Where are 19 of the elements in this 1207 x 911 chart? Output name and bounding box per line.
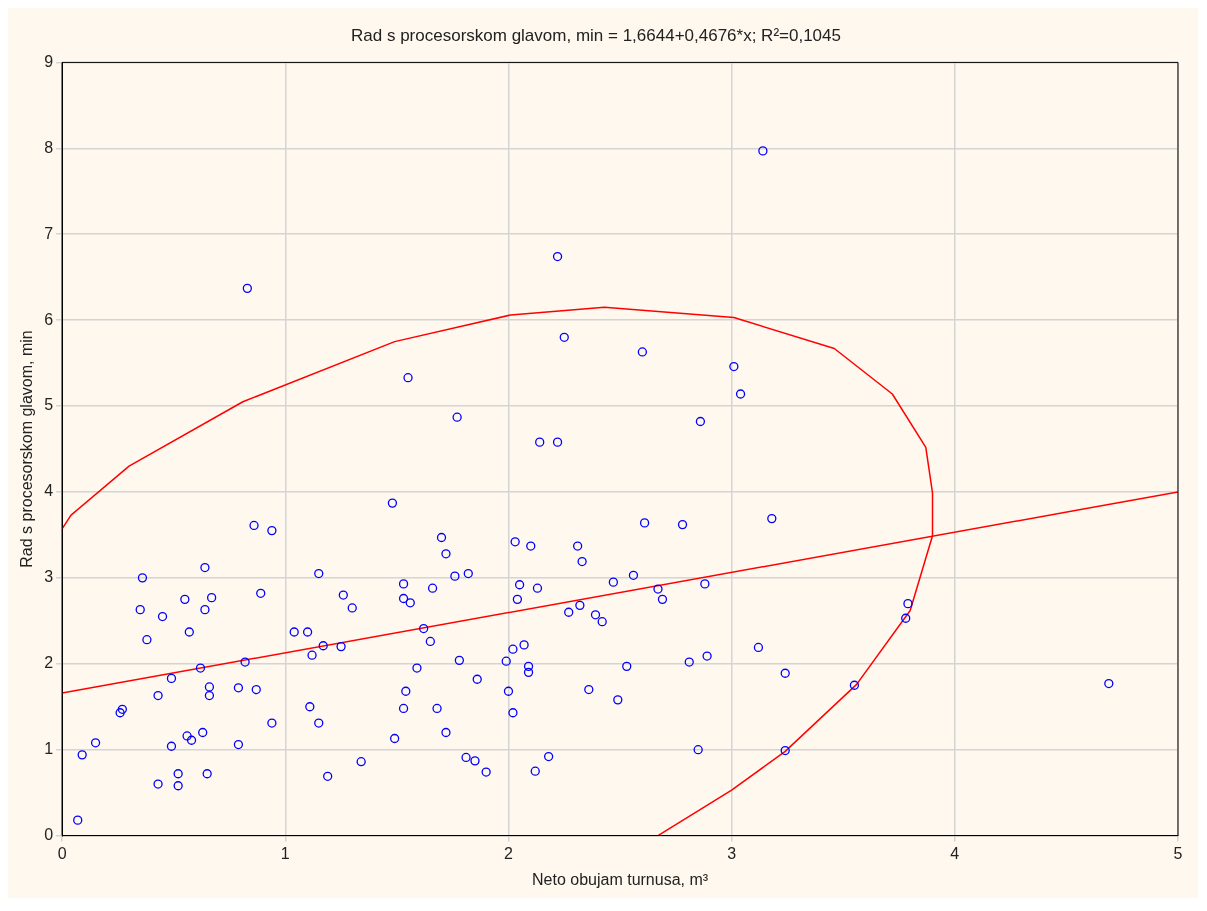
y-tick-label: 8 (44, 138, 54, 156)
x-tick-label: 1 (280, 844, 290, 862)
y-tick-label: 2 (44, 654, 54, 672)
x-tick-label: 4 (950, 844, 960, 862)
y-tick-label: 4 (44, 482, 54, 500)
y-tick-label: 5 (44, 396, 54, 414)
y-tick-label: 9 (44, 52, 54, 70)
x-tick-label: 2 (504, 844, 514, 862)
y-tick-label: 7 (44, 224, 54, 242)
y-tick-label: 6 (44, 310, 54, 328)
x-tick-label: 0 (57, 844, 67, 862)
y-axis-title: Rad s procesorskom glavom, min (18, 330, 36, 568)
y-tick-label: 3 (44, 568, 54, 586)
x-axis-title: Neto obujam turnusa, m³ (532, 870, 709, 888)
x-tick-label: 5 (1173, 844, 1183, 862)
x-tick-label: 3 (727, 844, 737, 862)
y-tick-label: 1 (44, 740, 54, 758)
chart-title: Rad s procesorskom glavom, min = 1,6644+0,4676*x; R²=0,1045 (351, 25, 841, 45)
y-tick-label: 0 (44, 826, 54, 844)
